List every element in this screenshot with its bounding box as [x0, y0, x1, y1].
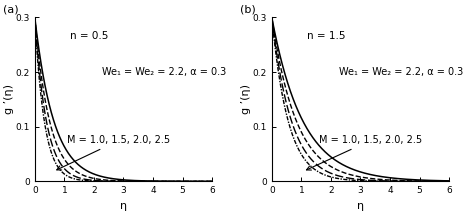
X-axis label: η: η	[357, 201, 364, 211]
Text: We₁ = We₂ = 2.2, α = 0.3: We₁ = We₂ = 2.2, α = 0.3	[339, 67, 464, 77]
Text: M = 1.0, 1.5, 2.0, 2.5: M = 1.0, 1.5, 2.0, 2.5	[57, 135, 171, 170]
Text: M = 1.0, 1.5, 2.0, 2.5: M = 1.0, 1.5, 2.0, 2.5	[307, 135, 422, 170]
Text: n = 0.5: n = 0.5	[70, 31, 109, 41]
X-axis label: η: η	[120, 201, 127, 211]
Text: (a): (a)	[3, 4, 18, 14]
Y-axis label: g ’(η): g ’(η)	[4, 84, 14, 114]
Y-axis label: g ’(η): g ’(η)	[241, 84, 251, 114]
Text: n = 1.5: n = 1.5	[307, 31, 346, 41]
Text: We₁ = We₂ = 2.2, α = 0.3: We₁ = We₂ = 2.2, α = 0.3	[102, 67, 227, 77]
Text: (b): (b)	[240, 4, 255, 14]
